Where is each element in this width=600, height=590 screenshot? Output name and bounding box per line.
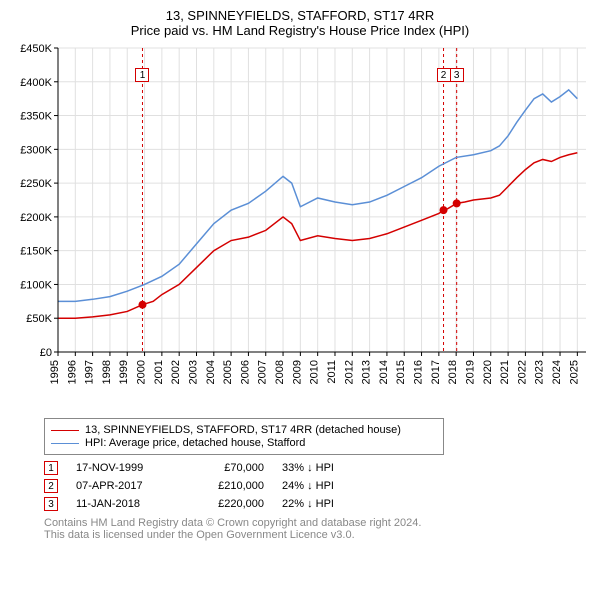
- svg-text:1998: 1998: [101, 360, 113, 384]
- svg-text:£350K: £350K: [20, 111, 52, 123]
- event-number-box: 3: [44, 497, 58, 511]
- svg-text:2010: 2010: [309, 360, 321, 384]
- svg-text:2016: 2016: [413, 360, 425, 384]
- legend-swatch: [51, 430, 79, 431]
- svg-text:2018: 2018: [447, 360, 459, 384]
- event-date: 17-NOV-1999: [76, 462, 176, 474]
- svg-text:£150K: £150K: [20, 246, 52, 258]
- svg-text:2019: 2019: [464, 360, 476, 384]
- event-pct: 24% ↓ HPI: [282, 480, 372, 492]
- svg-text:2008: 2008: [274, 360, 286, 384]
- event-price: £210,000: [194, 480, 264, 492]
- chart-header: 13, SPINNEYFIELDS, STAFFORD, ST17 4RR Pr…: [8, 8, 592, 38]
- svg-text:2012: 2012: [343, 360, 355, 384]
- chart-title-address: 13, SPINNEYFIELDS, STAFFORD, ST17 4RR: [8, 8, 592, 23]
- svg-text:2000: 2000: [136, 360, 148, 384]
- svg-text:2007: 2007: [257, 360, 269, 384]
- footer-line: Contains HM Land Registry data © Crown c…: [44, 517, 592, 529]
- event-pct: 22% ↓ HPI: [282, 498, 372, 510]
- legend-item: HPI: Average price, detached house, Staf…: [51, 437, 437, 449]
- legend-swatch: [51, 443, 79, 444]
- chart-container: £0 £50K £100K £150K £200K £250K £300K £350K £400…: [8, 42, 592, 412]
- event-price: £70,000: [194, 462, 264, 474]
- event-number-box: 2: [44, 479, 58, 493]
- event-number-box: 1: [44, 461, 58, 475]
- event-marker-1: 1: [135, 68, 149, 82]
- svg-text:2005: 2005: [222, 360, 234, 384]
- svg-text:2001: 2001: [153, 360, 165, 384]
- svg-text:£450K: £450K: [20, 43, 52, 55]
- svg-text:£50K: £50K: [26, 313, 52, 325]
- svg-text:2023: 2023: [534, 360, 546, 384]
- svg-text:2002: 2002: [170, 360, 182, 384]
- legend-label: HPI: Average price, detached house, Staf…: [85, 437, 305, 449]
- svg-text:2004: 2004: [205, 360, 217, 384]
- svg-text:2020: 2020: [482, 360, 494, 384]
- event-marker-2: 2: [437, 68, 451, 82]
- svg-text:2011: 2011: [326, 360, 338, 384]
- svg-text:£100K: £100K: [20, 279, 52, 291]
- svg-text:2021: 2021: [499, 360, 511, 384]
- svg-text:1997: 1997: [84, 360, 96, 384]
- event-list: 1 17-NOV-1999 £70,000 33% ↓ HPI 2 07-APR-2017…: [44, 461, 592, 511]
- svg-text:1996: 1996: [66, 360, 78, 384]
- svg-text:2015: 2015: [395, 360, 407, 384]
- event-price: £220,000: [194, 498, 264, 510]
- svg-text:2024: 2024: [551, 360, 563, 384]
- svg-text:2003: 2003: [187, 360, 199, 384]
- chart-title-sub: Price paid vs. HM Land Registry's House …: [8, 23, 592, 38]
- svg-text:£200K: £200K: [20, 212, 52, 224]
- svg-text:2017: 2017: [430, 360, 442, 384]
- svg-text:2014: 2014: [378, 360, 390, 384]
- svg-text:2022: 2022: [516, 360, 528, 384]
- line-chart: £0 £50K £100K £150K £200K £250K £300K £350K £400…: [8, 42, 592, 412]
- event-row: 1 17-NOV-1999 £70,000 33% ↓ HPI: [44, 461, 592, 475]
- footer-line: This data is licensed under the Open Gov…: [44, 529, 592, 541]
- event-marker-3: 3: [450, 68, 464, 82]
- footer-attribution: Contains HM Land Registry data © Crown c…: [44, 517, 592, 541]
- svg-text:£250K: £250K: [20, 178, 52, 190]
- svg-text:2006: 2006: [239, 360, 251, 384]
- svg-text:£400K: £400K: [20, 77, 52, 89]
- svg-text:1999: 1999: [118, 360, 130, 384]
- legend-box: 13, SPINNEYFIELDS, STAFFORD, ST17 4RR (d…: [44, 418, 444, 455]
- svg-text:£300K: £300K: [20, 144, 52, 156]
- event-date: 07-APR-2017: [76, 480, 176, 492]
- event-date: 11-JAN-2018: [76, 498, 176, 510]
- event-row: 2 07-APR-2017 £210,000 24% ↓ HPI: [44, 479, 592, 493]
- event-pct: 33% ↓ HPI: [282, 462, 372, 474]
- legend-item: 13, SPINNEYFIELDS, STAFFORD, ST17 4RR (d…: [51, 424, 437, 436]
- svg-text:£0: £0: [40, 347, 52, 359]
- svg-text:1995: 1995: [49, 360, 61, 384]
- svg-text:2013: 2013: [361, 360, 373, 384]
- event-row: 3 11-JAN-2018 £220,000 22% ↓ HPI: [44, 497, 592, 511]
- legend-label: 13, SPINNEYFIELDS, STAFFORD, ST17 4RR (d…: [85, 424, 401, 436]
- svg-text:2025: 2025: [568, 360, 580, 384]
- svg-text:2009: 2009: [291, 360, 303, 384]
